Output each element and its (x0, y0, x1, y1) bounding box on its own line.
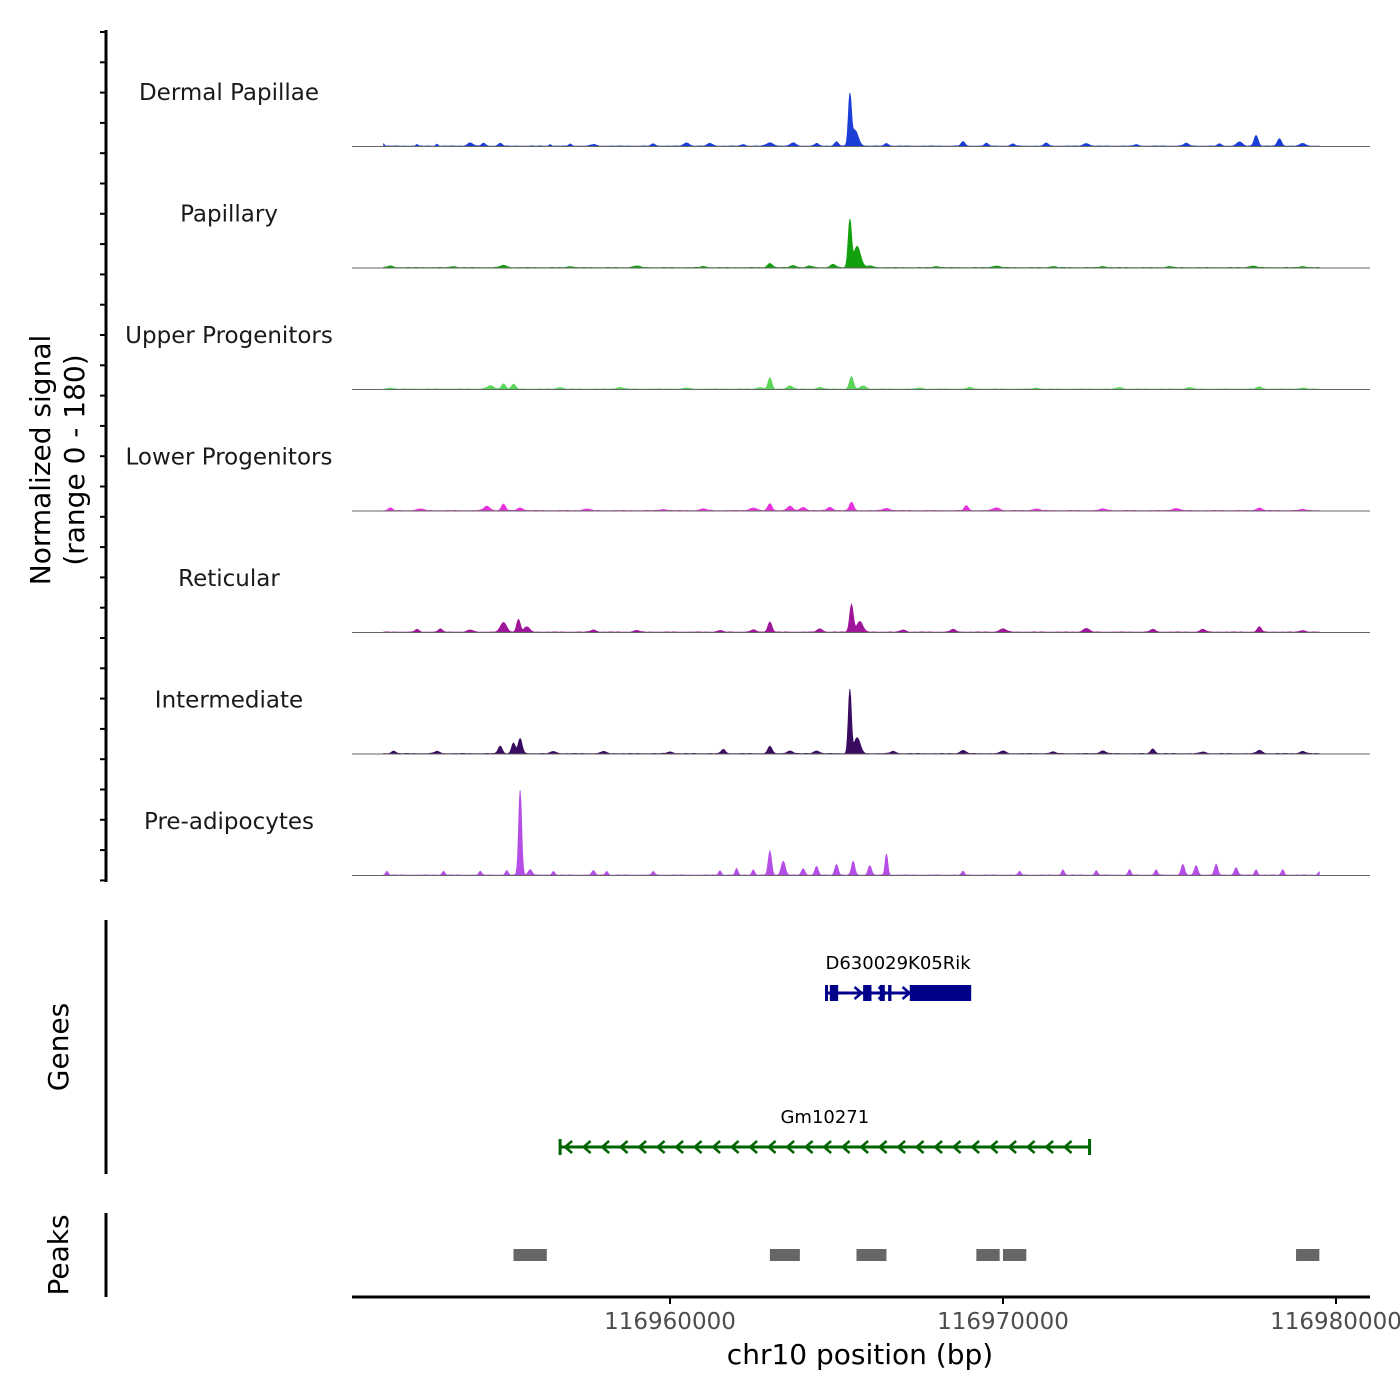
gene-label: Gm10271 (780, 1107, 869, 1128)
strand-arrow (637, 1140, 647, 1154)
track-label: Pre-adipocytes (144, 809, 314, 835)
track-label: Papillary (180, 202, 278, 228)
track-upper-progenitors: Upper Progenitors (125, 323, 1370, 390)
strand-arrow (785, 1140, 795, 1154)
peak-region (513, 1249, 547, 1261)
track-label: Upper Progenitors (125, 323, 333, 349)
strand-arrow (951, 1140, 962, 1154)
y-axis-title-line-2: (range 0 - 180) (58, 354, 91, 565)
strand-arrow (618, 1140, 629, 1154)
strand-arrow (766, 1140, 777, 1154)
signal-area (383, 602, 1320, 633)
strand-arrow (711, 1140, 721, 1154)
peak-track (513, 1249, 1320, 1261)
x-tick-label: 116980000 (1270, 1309, 1400, 1335)
strand-arrow (692, 1140, 703, 1154)
strand-arrow (840, 1140, 851, 1154)
signal-area (383, 689, 1320, 755)
gene-d630029k05rik: D630029K05Rik (825, 953, 971, 1001)
axes-layer: Normalized signal (range 0 - 180) Genes … (24, 30, 1400, 1371)
signal-tracks: Dermal Papillae Papillary Upper Progenitor… (125, 80, 1370, 876)
track-label: Intermediate (155, 688, 303, 714)
track-reticular: Reticular (178, 566, 1370, 633)
gene-gm10271: Gm10271 (558, 1107, 1092, 1155)
signal-area (383, 376, 1320, 390)
x-axis-ticks: 116960000 116970000 116980000 (604, 1297, 1400, 1335)
strand-arrow (988, 1140, 999, 1154)
peak-region (1296, 1249, 1320, 1261)
track-label: Dermal Papillae (139, 80, 319, 106)
exon (863, 985, 872, 1001)
track-lower-progenitors: Lower Progenitors (126, 445, 1370, 512)
peak-region (976, 1249, 1000, 1261)
y-axis-title-line-1: Normalized signal (24, 335, 57, 586)
strand-arrow (748, 1140, 758, 1154)
track-label: Reticular (178, 566, 280, 592)
signal-area (383, 92, 1320, 147)
strand-arrow (970, 1140, 980, 1154)
strand-arrow (563, 1140, 573, 1154)
exon (888, 985, 892, 1001)
exon (879, 985, 885, 1001)
exon (829, 985, 839, 1001)
track-pre-adipocytes: Pre-adipocytes (144, 790, 1370, 876)
signal-area (383, 790, 1320, 876)
peak-region (856, 1249, 887, 1261)
strand-arrow (1007, 1140, 1017, 1154)
strand-arrow (581, 1140, 592, 1154)
strand-arrow (896, 1140, 906, 1154)
gene-track: D630029K05Rik Gm10271 (558, 953, 1092, 1155)
peak-region (769, 1249, 800, 1261)
strand-arrow (1044, 1140, 1054, 1154)
track-papillary: Papillary (180, 202, 1370, 269)
signal-area (383, 501, 1320, 512)
peaks-track-label: Peaks (42, 1214, 75, 1295)
genes-track-label: Genes (42, 1003, 75, 1091)
strand-arrow (1062, 1140, 1073, 1154)
strand-arrow (853, 986, 864, 1000)
track-intermediate: Intermediate (155, 688, 1370, 755)
x-tick-label: 116960000 (604, 1309, 736, 1335)
strand-arrow (914, 1140, 925, 1154)
strand-arrow (901, 986, 912, 1000)
strand-arrow (729, 1140, 740, 1154)
exon (909, 985, 970, 1001)
strand-arrow (877, 1140, 888, 1154)
strand-arrow (600, 1140, 610, 1154)
strand-arrow (1025, 1140, 1036, 1154)
x-axis-title: chr10 position (bp) (727, 1338, 993, 1371)
strand-arrow (655, 1140, 666, 1154)
strand-arrow (933, 1140, 943, 1154)
signal-area (383, 218, 1320, 269)
strand-arrow (674, 1140, 684, 1154)
signal-y-ticks (100, 31, 106, 882)
track-label: Lower Progenitors (126, 445, 333, 471)
gene-label: D630029K05Rik (825, 953, 971, 974)
strand-arrow (803, 1140, 814, 1154)
x-tick-label: 116970000 (937, 1309, 1069, 1335)
peak-region (1003, 1249, 1027, 1261)
strand-arrow (822, 1140, 832, 1154)
track-dermal-papillae: Dermal Papillae (139, 80, 1370, 147)
strand-arrow (859, 1140, 869, 1154)
